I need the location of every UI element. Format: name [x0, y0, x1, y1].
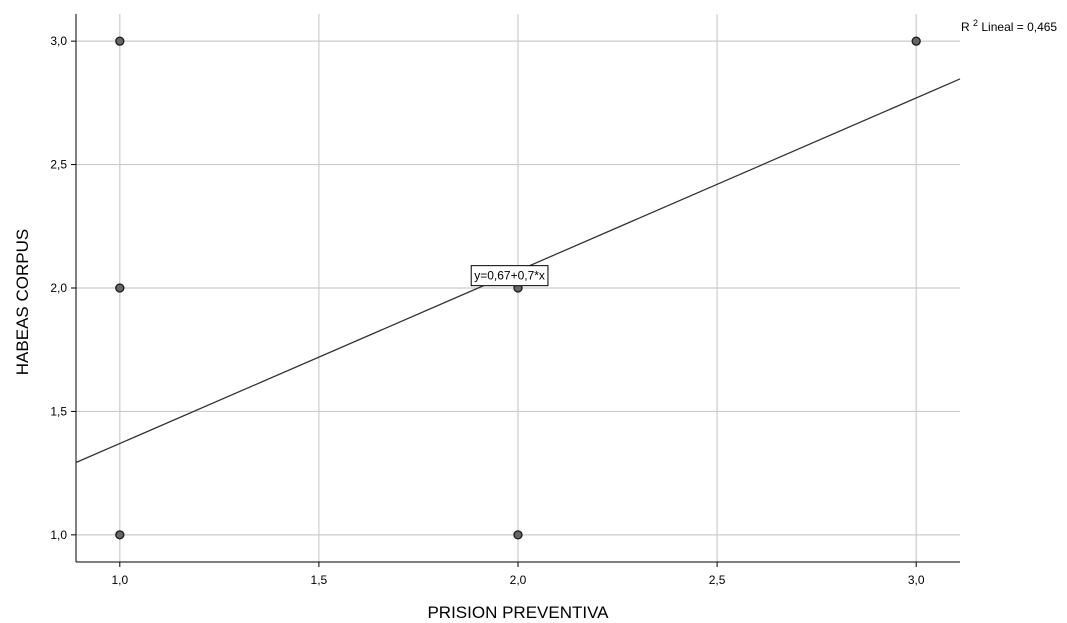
- axes: [71, 14, 960, 567]
- y-tick-label-4: 3,0: [50, 34, 67, 48]
- data-point-4: [513, 530, 523, 540]
- x-tick-label-0: 1,0: [111, 573, 128, 587]
- r2-superscript: 2: [973, 18, 978, 28]
- y-tick-label-1: 1,5: [50, 404, 67, 418]
- r2-suffix: Lineal = 0,465: [981, 20, 1057, 34]
- equation-box: [470, 265, 549, 287]
- data-point-5: [911, 36, 921, 46]
- y-tick-label-2: 2,0: [50, 281, 67, 295]
- equation-label: y=0,67+0,7*x: [474, 269, 545, 283]
- x-tick-label-3: 2,5: [709, 573, 726, 587]
- r-squared-label: R 2 Lineal = 0,465: [961, 15, 1057, 34]
- y-tick-label-3: 2,5: [50, 158, 67, 172]
- tick-labels: 1,0 1,5 2,0 2,5 3,0 1,0 1,5 2,0 2,5 3,0: [50, 34, 925, 587]
- data-points: [115, 36, 921, 540]
- equation-annotation: y=0,67+0,7*x: [470, 265, 549, 287]
- data-point-2: [115, 530, 125, 540]
- data-point-0: [115, 36, 125, 46]
- x-axis-title: PRISION PREVENTIVA: [427, 603, 609, 622]
- x-tick-label-2: 2,0: [510, 573, 527, 587]
- data-point-1: [115, 283, 125, 293]
- x-tick-label-4: 3,0: [908, 573, 925, 587]
- r2-prefix: R: [961, 20, 970, 34]
- x-tick-label-1: 1,5: [311, 573, 328, 587]
- y-tick-label-0: 1,0: [50, 528, 67, 542]
- y-axis-title: HABEAS CORPUS: [13, 229, 32, 375]
